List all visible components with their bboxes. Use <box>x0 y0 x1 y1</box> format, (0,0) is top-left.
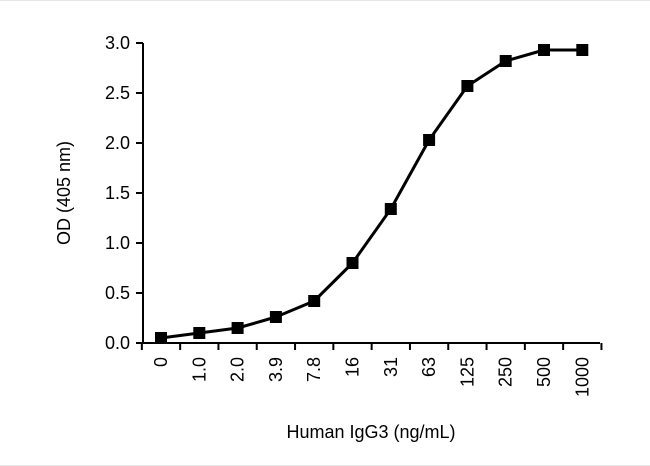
data-point-marker <box>193 327 206 339</box>
data-point-marker <box>538 44 550 56</box>
y-tick-label: 1.5 <box>105 183 130 203</box>
x-tick-label: 1.0 <box>189 357 209 382</box>
y-tick-label: 0.5 <box>105 283 130 303</box>
axes <box>142 43 600 344</box>
data-point-marker <box>423 134 436 146</box>
x-tick-label: 2.0 <box>228 357 248 382</box>
data-point-marker <box>231 322 244 334</box>
data-point-marker <box>346 257 359 269</box>
x-tick-label: 16 <box>343 357 363 377</box>
y-tick-label: 3.0 <box>105 33 130 53</box>
x-axis-title: Human IgG3 (ng/mL) <box>286 422 455 442</box>
series-line <box>160 48 583 340</box>
data-point-marker <box>499 55 512 67</box>
x-tick-label: 125 <box>457 357 477 387</box>
x-ticks: 0 1.0 2.0 3.9 7.8 16 31 63 125 250 500 1000 <box>140 343 603 397</box>
y-tick-label: 0.0 <box>105 333 130 353</box>
data-point-marker <box>461 80 474 92</box>
data-series <box>155 44 589 344</box>
x-tick-label: 1000 <box>572 357 592 397</box>
x-tick-label: 3.9 <box>266 357 286 382</box>
x-tick-label: 250 <box>496 357 516 387</box>
x-tick-label: 63 <box>419 357 439 377</box>
x-tick-label: 0 <box>151 357 171 367</box>
y-tick-label: 2.0 <box>105 133 130 153</box>
data-point-marker <box>155 332 167 344</box>
y-tick-label: 2.5 <box>105 83 130 103</box>
data-point-marker <box>384 203 397 215</box>
x-tick-label: 31 <box>381 357 401 377</box>
data-point-marker <box>269 311 282 323</box>
x-tick-label: 500 <box>534 357 554 387</box>
data-point-marker <box>576 44 589 56</box>
x-tick-label: 7.8 <box>304 357 324 382</box>
y-tick-label: 1.0 <box>105 233 130 253</box>
y-axis-title: OD (405 nm) <box>54 141 74 245</box>
y-ticks: 0.0 0.5 1.0 1.5 2.0 2.5 3.0 <box>105 33 143 353</box>
data-point-marker <box>308 295 321 307</box>
